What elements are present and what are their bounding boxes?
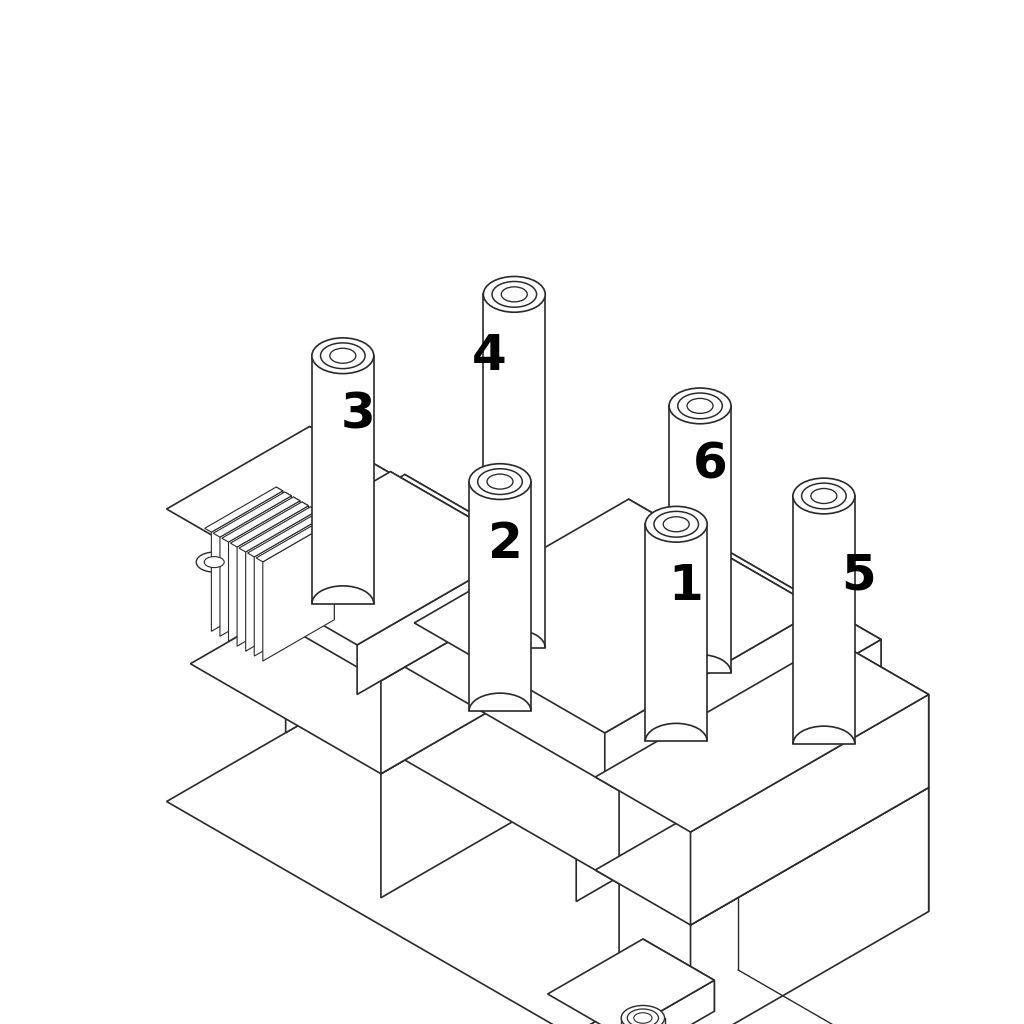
- Polygon shape: [490, 726, 634, 809]
- Ellipse shape: [793, 478, 855, 514]
- Polygon shape: [595, 640, 929, 831]
- Polygon shape: [404, 474, 571, 664]
- Ellipse shape: [664, 517, 689, 531]
- Polygon shape: [228, 501, 300, 641]
- Polygon shape: [669, 406, 731, 673]
- Polygon shape: [381, 623, 643, 898]
- Polygon shape: [690, 809, 776, 951]
- Polygon shape: [620, 980, 715, 1024]
- Polygon shape: [220, 496, 292, 636]
- Polygon shape: [222, 497, 300, 542]
- Ellipse shape: [669, 388, 731, 424]
- Polygon shape: [390, 472, 524, 598]
- Ellipse shape: [622, 1006, 665, 1024]
- Polygon shape: [239, 507, 317, 552]
- Ellipse shape: [330, 348, 355, 364]
- Polygon shape: [238, 506, 308, 646]
- Polygon shape: [571, 843, 905, 1024]
- Ellipse shape: [197, 552, 232, 572]
- Polygon shape: [230, 502, 308, 547]
- Text: 5: 5: [842, 551, 877, 599]
- Polygon shape: [548, 939, 715, 1024]
- Polygon shape: [293, 497, 300, 600]
- Polygon shape: [248, 512, 326, 557]
- Polygon shape: [793, 496, 855, 744]
- Ellipse shape: [483, 276, 545, 312]
- Polygon shape: [415, 499, 819, 733]
- Polygon shape: [453, 512, 643, 746]
- Polygon shape: [622, 1018, 665, 1024]
- Polygon shape: [404, 516, 881, 791]
- Polygon shape: [404, 595, 905, 884]
- Polygon shape: [246, 511, 317, 651]
- Polygon shape: [381, 570, 571, 774]
- Ellipse shape: [678, 393, 722, 419]
- Polygon shape: [167, 609, 905, 1024]
- Polygon shape: [834, 732, 929, 911]
- Ellipse shape: [811, 488, 837, 504]
- Polygon shape: [285, 492, 292, 595]
- Polygon shape: [309, 427, 429, 650]
- Polygon shape: [634, 809, 776, 891]
- Polygon shape: [286, 496, 429, 733]
- Text: 4: 4: [472, 333, 507, 380]
- Polygon shape: [214, 474, 571, 681]
- Ellipse shape: [645, 507, 708, 542]
- Text: 1: 1: [669, 562, 703, 610]
- Polygon shape: [319, 512, 326, 614]
- Polygon shape: [328, 517, 334, 620]
- Polygon shape: [690, 787, 929, 1024]
- Ellipse shape: [492, 282, 537, 307]
- Polygon shape: [429, 668, 857, 915]
- Polygon shape: [256, 517, 334, 562]
- Polygon shape: [224, 472, 524, 645]
- Text: 3: 3: [340, 391, 375, 438]
- Polygon shape: [190, 512, 643, 774]
- Polygon shape: [690, 694, 929, 925]
- Polygon shape: [276, 487, 283, 590]
- Text: 2: 2: [487, 519, 522, 567]
- Ellipse shape: [802, 483, 846, 509]
- Ellipse shape: [654, 511, 698, 538]
- Ellipse shape: [321, 343, 366, 369]
- Polygon shape: [263, 520, 334, 662]
- Polygon shape: [310, 507, 317, 610]
- Polygon shape: [357, 549, 524, 694]
- Polygon shape: [643, 939, 715, 1012]
- Ellipse shape: [487, 474, 513, 489]
- Polygon shape: [312, 355, 374, 604]
- Polygon shape: [205, 487, 283, 532]
- Polygon shape: [548, 726, 634, 868]
- Polygon shape: [577, 775, 634, 901]
- Polygon shape: [500, 668, 857, 905]
- Text: 6: 6: [692, 441, 727, 488]
- Ellipse shape: [469, 464, 531, 500]
- Polygon shape: [213, 492, 292, 538]
- Polygon shape: [785, 873, 857, 946]
- Polygon shape: [500, 609, 905, 873]
- Polygon shape: [483, 294, 545, 648]
- Polygon shape: [690, 595, 905, 843]
- Polygon shape: [211, 490, 283, 632]
- Polygon shape: [620, 719, 905, 1008]
- Polygon shape: [469, 481, 531, 711]
- Ellipse shape: [312, 338, 374, 374]
- Polygon shape: [605, 609, 819, 782]
- Polygon shape: [620, 640, 881, 884]
- Ellipse shape: [634, 1013, 652, 1023]
- Ellipse shape: [204, 557, 224, 567]
- Polygon shape: [595, 732, 929, 925]
- Polygon shape: [645, 524, 708, 741]
- Ellipse shape: [628, 1009, 658, 1024]
- Polygon shape: [254, 516, 326, 656]
- Ellipse shape: [687, 398, 713, 414]
- Polygon shape: [667, 516, 881, 732]
- Polygon shape: [719, 858, 776, 984]
- Polygon shape: [834, 640, 929, 787]
- Polygon shape: [302, 502, 308, 605]
- Polygon shape: [167, 427, 429, 578]
- Ellipse shape: [478, 469, 522, 495]
- Polygon shape: [629, 499, 819, 658]
- Ellipse shape: [502, 287, 527, 302]
